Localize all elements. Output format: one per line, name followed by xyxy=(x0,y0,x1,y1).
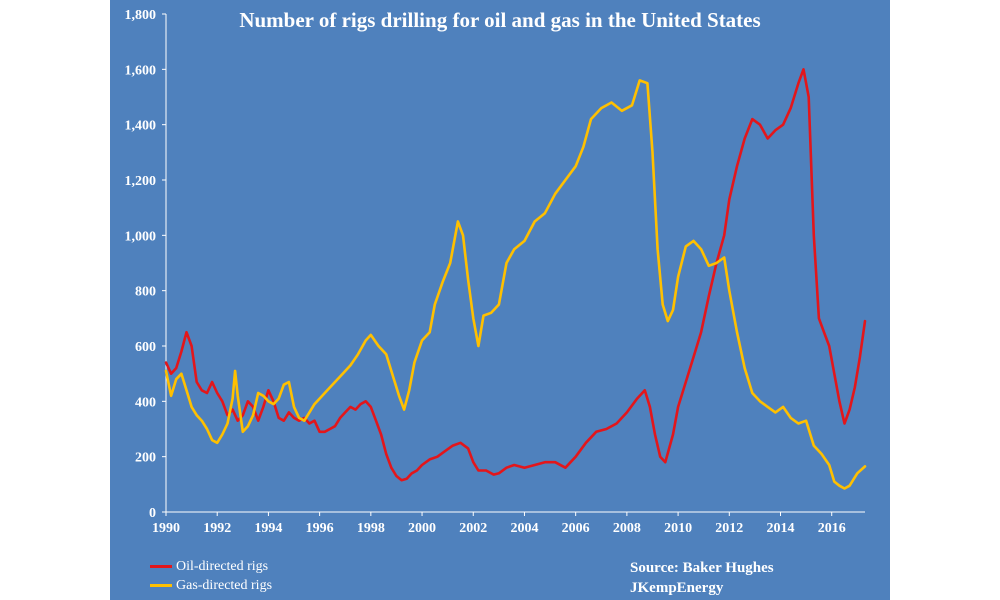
x-tick-label: 2014 xyxy=(767,521,795,536)
y-tick-label: 1,000 xyxy=(125,229,157,244)
chart-figure: 0 200 400 600 800 1,000 1,200 1,400 1,600 1,800 19… xyxy=(110,0,890,600)
x-tick-label: 1990 xyxy=(152,521,180,536)
x-tick-label: 2002 xyxy=(459,521,487,536)
chart-title: Number of rigs drilling for oil and gas … xyxy=(239,8,761,32)
x-tick-label: 1992 xyxy=(203,521,231,536)
legend-label-gas: Gas-directed rigs xyxy=(176,577,273,593)
chart-legend: Oil-directed rigs Gas-directed rigs xyxy=(150,557,272,595)
x-tick-label: 2006 xyxy=(562,521,590,536)
series-line-gas xyxy=(164,79,867,490)
source-line-1: Source: Baker Hughes xyxy=(630,560,774,576)
x-tick-label: 2008 xyxy=(613,521,641,536)
legend-item-oil: Oil-directed rigs xyxy=(150,557,272,576)
x-tick-label: 2010 xyxy=(664,521,692,536)
y-tick-label: 1,400 xyxy=(125,119,157,134)
y-tick-label: 200 xyxy=(135,451,156,466)
y-tick-label: 0 xyxy=(149,506,156,521)
chart-plot: 0 200 400 600 800 1,000 1,200 1,400 1,600 1,800 19… xyxy=(125,8,867,536)
y-tick-label: 800 xyxy=(135,285,156,300)
x-tick-label: 2004 xyxy=(510,521,538,536)
y-tick-label: 1,600 xyxy=(125,63,157,78)
x-tick-label: 2016 xyxy=(818,521,846,536)
y-tick-label: 1,800 xyxy=(125,8,157,23)
legend-item-gas: Gas-directed rigs xyxy=(150,576,272,595)
x-tick-label: 1996 xyxy=(306,521,334,536)
y-tick-label: 600 xyxy=(135,340,156,355)
source-line-2: JKempEnergy xyxy=(630,580,724,596)
source-note: Source: Baker Hughes JKempEnergy xyxy=(630,558,774,598)
legend-swatch-oil xyxy=(150,565,172,568)
y-tick-label: 1,200 xyxy=(125,174,157,189)
x-tick-label: 2012 xyxy=(715,521,743,536)
x-tick-label: 2000 xyxy=(408,521,436,536)
legend-swatch-gas xyxy=(150,584,172,587)
series-line-oil xyxy=(164,68,867,482)
y-tick-label: 400 xyxy=(135,395,156,410)
x-tick-label: 1994 xyxy=(254,521,282,536)
x-tick-label: 1998 xyxy=(357,521,385,536)
legend-label-oil: Oil-directed rigs xyxy=(176,558,269,574)
